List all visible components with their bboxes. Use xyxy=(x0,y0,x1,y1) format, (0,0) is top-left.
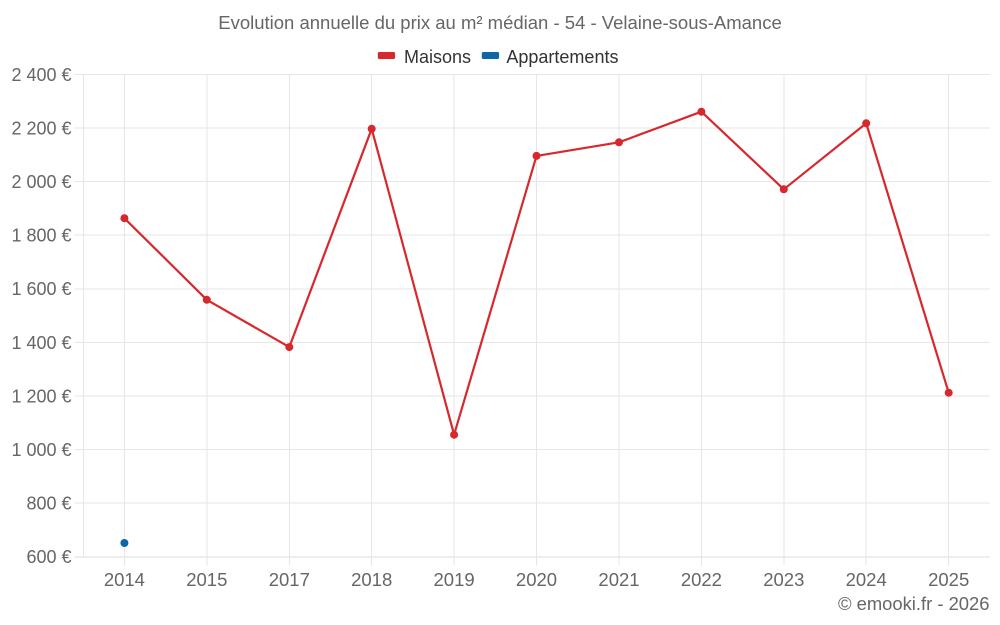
svg-text:2020: 2020 xyxy=(516,569,557,590)
svg-text:2015: 2015 xyxy=(186,569,227,590)
svg-text:2019: 2019 xyxy=(434,569,475,590)
svg-text:1 000 €: 1 000 € xyxy=(11,440,71,460)
svg-text:600 €: 600 € xyxy=(26,547,71,567)
svg-text:2022: 2022 xyxy=(681,569,722,590)
svg-text:2014: 2014 xyxy=(104,569,145,590)
svg-text:2017: 2017 xyxy=(269,569,310,590)
svg-text:© emooki.fr - 2026: © emooki.fr - 2026 xyxy=(838,593,990,614)
svg-text:2 000 €: 2 000 € xyxy=(11,172,71,192)
svg-text:Maisons: Maisons xyxy=(404,47,471,67)
svg-text:2024: 2024 xyxy=(846,569,887,590)
svg-text:1 200 €: 1 200 € xyxy=(11,386,71,406)
svg-text:1 600 €: 1 600 € xyxy=(11,279,71,299)
svg-text:1 400 €: 1 400 € xyxy=(11,333,71,353)
svg-text:2018: 2018 xyxy=(351,569,392,590)
svg-text:2025: 2025 xyxy=(928,569,969,590)
svg-text:2 400 €: 2 400 € xyxy=(11,65,71,85)
svg-text:2021: 2021 xyxy=(598,569,639,590)
svg-text:Appartements: Appartements xyxy=(506,47,618,67)
svg-text:1 800 €: 1 800 € xyxy=(11,226,71,246)
svg-text:2023: 2023 xyxy=(763,569,804,590)
svg-text:800 €: 800 € xyxy=(26,494,71,514)
svg-text:2 200 €: 2 200 € xyxy=(11,119,71,139)
svg-text:Evolution annuelle du prix au: Evolution annuelle du prix au m² médian … xyxy=(218,12,782,33)
